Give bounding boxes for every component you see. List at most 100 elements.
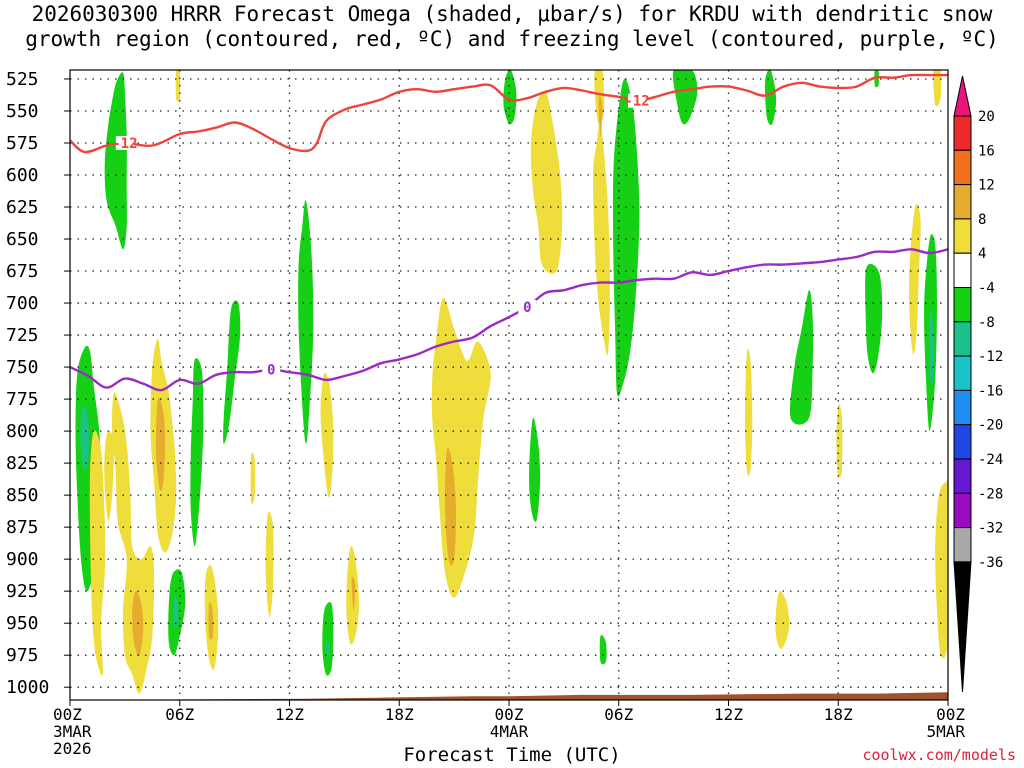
colorbar-segment-11 xyxy=(953,458,972,494)
omega-region-14 xyxy=(250,452,256,505)
colorbar-segment-2 xyxy=(953,149,972,186)
colorbar-label-4: 4 xyxy=(978,246,986,262)
omega-region-23 xyxy=(431,297,491,598)
x-tick-label-8: 00Z xyxy=(936,705,965,724)
dgz-contour-label-bg-0 xyxy=(115,135,134,150)
omega-region-40 xyxy=(909,204,921,355)
omega-shading-layer xyxy=(75,70,948,694)
omega-region-45 xyxy=(175,70,181,102)
omega-region-15 xyxy=(265,511,274,617)
colorbar-label-5: -4 xyxy=(978,281,995,297)
omega-region-39 xyxy=(775,591,790,649)
terrain-surface xyxy=(70,692,948,700)
y-tick-label-600: 600 xyxy=(6,165,39,186)
omega-region-16 xyxy=(298,199,314,444)
axes-layer: 525 550 575 600 625 650 675 700 725 750 775 800 825 8… xyxy=(6,69,965,758)
x-tick-label-1: 06Z xyxy=(165,705,194,724)
omega-region-24 xyxy=(444,447,457,566)
y-tick-label-800: 800 xyxy=(6,421,39,442)
y-tick-label-900: 900 xyxy=(6,549,39,570)
y-tick-label-675: 675 xyxy=(6,261,39,282)
y-tick-label-550: 550 xyxy=(6,101,39,122)
plot-frame xyxy=(69,69,949,701)
omega-region-17 xyxy=(320,372,334,498)
x-tick-label-6: 12Z xyxy=(714,705,743,724)
colorbar-segment-10 xyxy=(953,424,972,460)
grid-layer xyxy=(70,70,948,700)
chart-title-line-2: growth region (contoured, red, ºC) and f… xyxy=(25,27,999,51)
colorbar-top-arrow xyxy=(953,75,972,117)
terrain-layer xyxy=(70,692,948,700)
omega-region-2 xyxy=(80,405,89,470)
y-tick-label-700: 700 xyxy=(6,293,39,314)
freezing-contour-line xyxy=(70,248,948,392)
omega-region-31 xyxy=(612,78,640,397)
colorbar-segment-6 xyxy=(953,287,972,323)
y-tick-label-775: 775 xyxy=(6,389,39,410)
omega-region-18 xyxy=(322,602,334,676)
x-tick-label-2: 12Z xyxy=(275,705,304,724)
dgz-contour-label-1: -12 xyxy=(624,94,649,110)
omega-region-13 xyxy=(104,430,115,521)
x-date-label-4: 4MAR xyxy=(490,722,529,741)
omega-region-26 xyxy=(530,91,563,274)
colorbar-segment-5 xyxy=(953,252,972,288)
colorbar-segment-3 xyxy=(953,184,972,220)
y-tick-label-825: 825 xyxy=(6,453,39,474)
x-tick-label-5: 06Z xyxy=(604,705,633,724)
omega-region-27 xyxy=(529,417,541,522)
chart-title: 2026030300 HRRR Forecast Omega (shaded, … xyxy=(0,2,1024,52)
x-year-label-0: 2026 xyxy=(53,739,92,758)
freezing-contour-label-bg-1 xyxy=(518,299,537,314)
freezing-contour-label-0: 0 xyxy=(267,363,275,379)
colorbar-segment-13 xyxy=(953,527,972,563)
dgz-contour-label-bg-1 xyxy=(628,93,647,108)
omega-region-19 xyxy=(326,641,330,660)
colorbar-segment-7 xyxy=(953,321,972,357)
colorbar: 20 16 12 8 4 -4 -8 -12 -16 -20 -24 -28 -32 -36 xyxy=(953,75,1003,693)
colorbar-label-0: 20 xyxy=(978,109,995,125)
x-axis-title: Forecast Time (UTC) xyxy=(403,744,621,766)
omega-region-0 xyxy=(104,72,127,250)
y-tick-label-950: 950 xyxy=(6,613,39,634)
colorbar-segment-4 xyxy=(953,218,972,254)
x-tick-label-0: 00Z xyxy=(53,705,82,724)
x-tick-label-4: 00Z xyxy=(495,705,524,724)
omega-region-30 xyxy=(598,95,603,137)
y-tick-label-850: 850 xyxy=(6,485,39,506)
colorbar-segment-12 xyxy=(953,492,972,529)
y-tick-label-575: 575 xyxy=(6,133,39,154)
omega-region-21 xyxy=(351,576,356,611)
dgz-contour-label-0: -12 xyxy=(112,136,137,152)
colorbar-label-13: -36 xyxy=(978,555,1003,571)
colorbar-segment-1 xyxy=(953,115,972,151)
x-tick-label-7: 18Z xyxy=(824,705,853,724)
colorbar-label-8: -16 xyxy=(978,383,1003,399)
y-tick-label-975: 975 xyxy=(6,645,39,666)
dgz-contour-line xyxy=(70,73,948,154)
omega-region-44 xyxy=(933,70,942,107)
omega-region-34 xyxy=(764,70,777,126)
omega-region-6 xyxy=(155,397,166,492)
y-tick-label-750: 750 xyxy=(6,357,39,378)
omega-region-36 xyxy=(865,263,883,374)
y-tick-label-925: 925 xyxy=(6,581,39,602)
omega-region-8 xyxy=(173,596,179,628)
watermark: coolwx.com/models xyxy=(862,746,1016,764)
colorbar-segment-8 xyxy=(953,355,972,391)
x-date-label-0: 3MAR xyxy=(53,722,92,741)
y-tick-label-650: 650 xyxy=(6,229,39,250)
freezing-contour-label-1: 0 xyxy=(523,300,531,316)
colorbar-bottom-arrow xyxy=(953,561,972,693)
omega-region-12 xyxy=(208,602,214,640)
y-tick-label-525: 525 xyxy=(6,69,39,90)
omega-region-3 xyxy=(112,392,155,694)
omega-region-43 xyxy=(935,479,948,659)
omega-region-33 xyxy=(672,70,698,125)
x-tick-label-3: 18Z xyxy=(385,705,414,724)
omega-region-9 xyxy=(190,358,204,547)
omega-region-22 xyxy=(89,430,106,676)
omega-region-32 xyxy=(599,635,607,665)
y-tick-label-875: 875 xyxy=(6,517,39,538)
